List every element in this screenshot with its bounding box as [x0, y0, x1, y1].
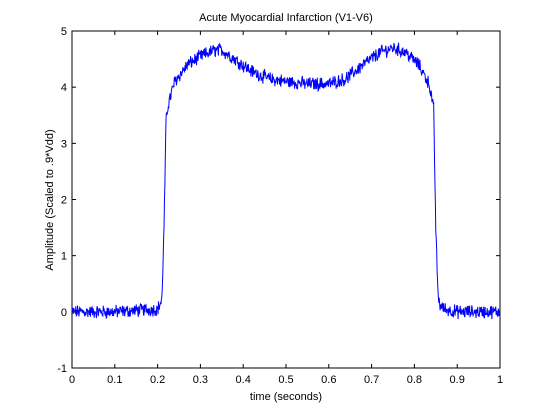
y-tick-label: 4 — [61, 82, 67, 94]
y-tick-label: -1 — [57, 363, 67, 375]
x-tick-label: 0.1 — [107, 374, 122, 386]
chart-title: Acute Myocardial Infarction (V1-V6) — [199, 12, 373, 24]
x-axis: 0 0.1 0.2 0.3 0.4 0.5 0.6 0.7 0.8 0.9 1 — [69, 31, 503, 386]
x-tick-label: 0.2 — [150, 374, 165, 386]
x-tick-label: 0.9 — [450, 374, 465, 386]
x-axis-label: time (seconds) — [250, 391, 322, 403]
y-tick-label: 5 — [61, 26, 67, 38]
x-tick-label: 0.6 — [321, 374, 336, 386]
x-tick-label: 0.3 — [193, 374, 208, 386]
y-axis-label: Amplitude (Scaled to .9*Vdd) — [44, 129, 56, 270]
x-tick-label: 0 — [69, 374, 75, 386]
y-tick-label: 1 — [61, 251, 67, 263]
y-tick-label: 3 — [61, 138, 67, 150]
y-tick-label: 2 — [61, 195, 67, 207]
y-axis: -1 0 1 2 3 4 5 — [57, 26, 500, 375]
x-tick-label: 0.7 — [364, 374, 379, 386]
x-tick-label: 0.4 — [236, 374, 251, 386]
x-tick-label: 1 — [497, 374, 503, 386]
series-line — [71, 42, 501, 320]
y-tick-label: 0 — [61, 307, 67, 319]
x-tick-label: 0.5 — [278, 374, 293, 386]
x-tick-label: 0.8 — [407, 374, 422, 386]
